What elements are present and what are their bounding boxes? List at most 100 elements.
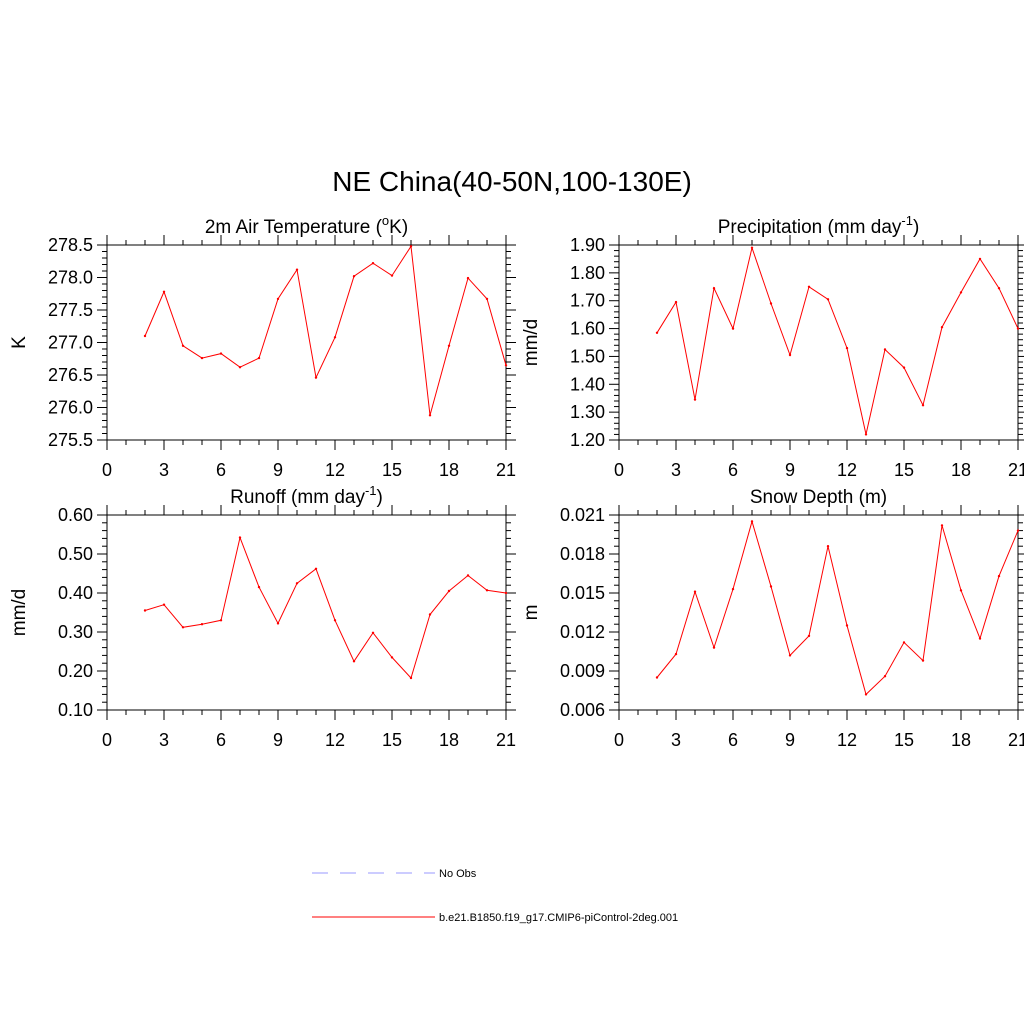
x-tick-label: 0 <box>102 460 112 480</box>
data-point <box>162 290 166 293</box>
data-point <box>428 414 432 417</box>
y-axis-label: mm/d <box>521 319 542 367</box>
y-tick-label: 277.0 <box>48 333 93 353</box>
panel-title-tail: ) <box>913 217 919 238</box>
y-tick-label: 0.018 <box>560 544 605 564</box>
data-point <box>750 246 754 249</box>
y-tick-label: 0.021 <box>560 505 605 525</box>
panel-snowdepth: Snow Depth (m) m 0 3 6 9 12 15 18 21 0.006 0.009 0.0… <box>521 487 1024 750</box>
panel-runoff: Runoff (mm day-1) mm/d 0 3 6 9 12 15 18 21 0.10 0.2… <box>9 483 516 750</box>
data-point <box>314 567 318 570</box>
data-point <box>276 297 280 301</box>
data-point <box>466 276 470 280</box>
x-tick-label: 0 <box>614 730 624 750</box>
panel-title: 2m Air Temperature (oK) <box>205 213 408 238</box>
x-tick-label: 9 <box>273 730 283 750</box>
panel-title-superscript: -1 <box>365 483 377 498</box>
data-point <box>769 585 773 588</box>
data-point <box>295 268 299 271</box>
data-point <box>238 536 242 539</box>
data-point <box>655 676 659 679</box>
data-point <box>352 275 356 278</box>
data-point <box>143 334 147 338</box>
y-tick-label: 0.20 <box>58 661 93 681</box>
data-point <box>769 302 773 305</box>
x-tick-label: 15 <box>894 730 914 750</box>
panel-title-text: Runoff (mm day <box>230 487 365 508</box>
data-point <box>257 585 261 589</box>
data-point <box>940 326 944 329</box>
x-tick-label: 12 <box>325 730 345 750</box>
x-tick-label: 9 <box>273 460 283 480</box>
data-point <box>655 331 659 334</box>
y-axis-label: mm/d <box>9 589 30 637</box>
x-tick-label: 21 <box>1008 730 1024 750</box>
y-tick-label: 1.80 <box>570 263 605 283</box>
data-point <box>200 356 204 360</box>
data-point <box>504 364 508 367</box>
x-tick-label: 9 <box>785 730 795 750</box>
y-tick-label: 278.5 <box>48 235 93 255</box>
plot-frame <box>106 514 507 711</box>
data-point <box>162 603 166 606</box>
plot-frame <box>618 514 1019 711</box>
data-point <box>371 262 375 265</box>
panel-title-text: Precipitation (mm day <box>718 217 902 238</box>
data-point <box>1016 529 1020 532</box>
y-tick-label: 1.70 <box>570 291 605 311</box>
y-axis-label: m <box>521 605 542 621</box>
data-point <box>788 353 792 357</box>
plot-frame <box>618 244 1019 441</box>
data-point <box>314 376 318 379</box>
x-tick-label: 3 <box>159 730 169 750</box>
data-point <box>200 623 204 626</box>
y-tick-label: 277.5 <box>48 300 93 320</box>
data-point <box>276 622 280 625</box>
data-point <box>219 619 223 622</box>
data-point <box>674 300 678 304</box>
panel-title: Runoff (mm day-1) <box>230 483 383 508</box>
x-tick-label: 15 <box>382 730 402 750</box>
y-tick-label: 0.012 <box>560 622 605 642</box>
y-tick-label: 0.50 <box>58 544 93 564</box>
x-tick-label: 18 <box>951 460 971 480</box>
data-point <box>333 619 337 622</box>
panel-title-superscript: o <box>382 213 389 228</box>
plot-frame <box>106 244 507 441</box>
y-tick-label: 1.60 <box>570 319 605 339</box>
data-point <box>921 404 925 407</box>
data-point <box>712 646 716 649</box>
data-point <box>731 587 735 591</box>
data-point <box>143 609 147 612</box>
y-tick-label: 0.006 <box>560 700 605 720</box>
y-tick-label: 0.015 <box>560 583 605 603</box>
data-point <box>712 287 716 290</box>
data-point <box>428 613 432 616</box>
x-tick-label: 6 <box>728 460 738 480</box>
y-tick-label: 0.10 <box>58 700 93 720</box>
legend-entry: No Obs <box>312 868 477 880</box>
data-point <box>807 285 811 288</box>
data-point <box>693 398 697 401</box>
data-point <box>807 634 811 638</box>
data-point <box>257 356 261 360</box>
x-tick-label: 3 <box>159 460 169 480</box>
legend-label: No Obs <box>439 868 477 880</box>
panel-title: Snow Depth (m) <box>750 487 887 508</box>
y-tick-label: 0.30 <box>58 622 93 642</box>
x-tick-label: 0 <box>102 730 112 750</box>
data-point <box>371 631 375 634</box>
data-point <box>295 582 299 585</box>
data-point <box>674 652 678 656</box>
x-tick-label: 12 <box>837 730 857 750</box>
panel-title-tail: ) <box>377 487 383 508</box>
data-point <box>978 637 982 640</box>
x-tick-label: 21 <box>1008 460 1024 480</box>
data-point <box>390 274 394 277</box>
data-point <box>447 589 451 593</box>
y-tick-label: 275.5 <box>48 430 93 450</box>
panel-airtemp: 2m Air Temperature (oK) K 0 3 6 9 12 15 18 21 275.… <box>9 213 516 480</box>
y-tick-label: 1.90 <box>570 235 605 255</box>
data-point <box>883 348 887 351</box>
panel-title-superscript: -1 <box>901 213 913 228</box>
